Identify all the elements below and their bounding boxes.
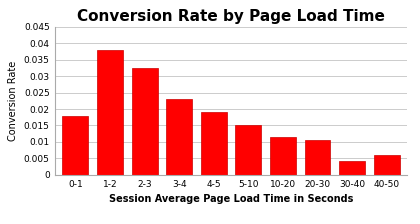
Bar [304, 140, 331, 175]
Bar [270, 137, 296, 175]
X-axis label: Session Average Page Load Time in Seconds: Session Average Page Load Time in Second… [109, 194, 353, 204]
Title: Conversion Rate by Page Load Time: Conversion Rate by Page Load Time [77, 9, 385, 24]
Bar [374, 155, 399, 175]
Bar [235, 125, 261, 175]
Bar [339, 161, 365, 175]
Bar [166, 99, 192, 175]
Bar [201, 112, 227, 175]
Bar [97, 50, 123, 175]
Y-axis label: Conversion Rate: Conversion Rate [8, 61, 18, 141]
Bar [63, 116, 88, 175]
Bar [131, 68, 158, 175]
